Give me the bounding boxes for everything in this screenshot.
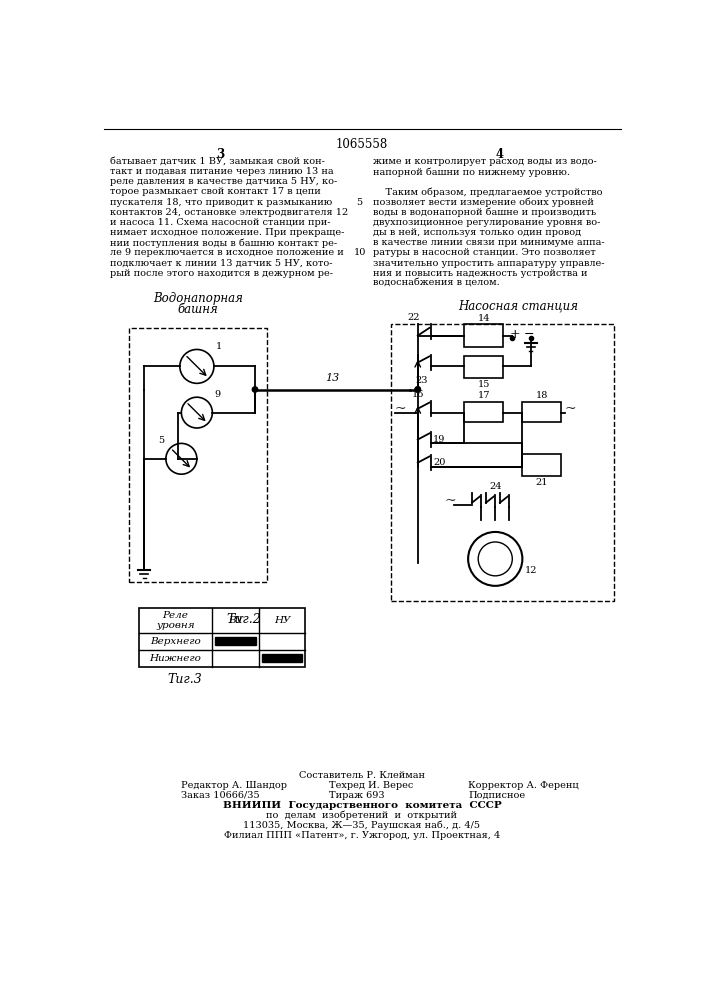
Text: 17: 17 bbox=[477, 391, 490, 400]
Text: в качестве линии связи при минимуме аппа-: в качестве линии связи при минимуме аппа… bbox=[373, 238, 604, 247]
Text: 12: 12 bbox=[525, 566, 537, 575]
Text: Редактор А. Шандор: Редактор А. Шандор bbox=[182, 781, 287, 790]
Text: нии поступления воды в башню контакт ре-: нии поступления воды в башню контакт ре- bbox=[110, 238, 337, 248]
Text: 10: 10 bbox=[354, 248, 366, 257]
Text: ратуры в насосной станции. Это позволяет: ратуры в насосной станции. Это позволяет bbox=[373, 248, 595, 257]
Text: 16: 16 bbox=[411, 390, 424, 399]
Text: рый после этого находится в дежурном ре-: рый после этого находится в дежурном ре- bbox=[110, 269, 333, 278]
Text: Нижнего: Нижнего bbox=[150, 654, 201, 663]
Text: Заказ 10666/35: Заказ 10666/35 bbox=[182, 791, 260, 800]
Text: Реле
уровня: Реле уровня bbox=[156, 611, 195, 630]
Text: 24: 24 bbox=[489, 482, 501, 491]
Text: 19: 19 bbox=[433, 435, 445, 444]
Text: такт и подавая питание через линию 13 на: такт и подавая питание через линию 13 на bbox=[110, 167, 334, 176]
Text: −: − bbox=[523, 328, 534, 341]
Text: ВНИИПИ  Государственного  комитета  СССР: ВНИИПИ Государственного комитета СССР bbox=[223, 801, 501, 810]
Text: пускателя 18, что приводит к размыканию: пускателя 18, что приводит к размыканию bbox=[110, 198, 332, 207]
Text: реле давления в качестве датчика 5 НУ, ко-: реле давления в качестве датчика 5 НУ, к… bbox=[110, 177, 337, 186]
Text: нимает исходное положение. При прекраще-: нимает исходное положение. При прекраще- bbox=[110, 228, 344, 237]
Text: Подписное: Подписное bbox=[468, 791, 525, 800]
Text: 14: 14 bbox=[477, 314, 490, 323]
Text: 21: 21 bbox=[535, 478, 548, 487]
Text: и насоса 11. Схема насосной станции при-: и насоса 11. Схема насосной станции при- bbox=[110, 218, 331, 227]
Text: Верхнего: Верхнего bbox=[150, 637, 201, 646]
Bar bbox=[464, 356, 503, 378]
Text: Техред И. Верес: Техред И. Верес bbox=[329, 781, 413, 790]
Text: Водонапорная: Водонапорная bbox=[153, 292, 243, 305]
Bar bbox=[522, 402, 561, 422]
Text: позволяет вести измерение обоих уровней: позволяет вести измерение обоих уровней bbox=[373, 198, 594, 207]
Text: 13: 13 bbox=[325, 373, 339, 383]
Text: Таким образом, предлагаемое устройство: Таким образом, предлагаемое устройство bbox=[373, 187, 602, 197]
Text: торое размыкает свой контакт 17 в цепи: торое размыкает свой контакт 17 в цепи bbox=[110, 187, 321, 196]
Text: ния и повысить надежность устройства и: ния и повысить надежность устройства и bbox=[373, 269, 588, 278]
Text: Филиал ППП «Патент», г. Ужгород, ул. Проектная, 4: Филиал ППП «Патент», г. Ужгород, ул. Про… bbox=[224, 831, 500, 840]
Text: ле 9 переключается в исходное положение и: ле 9 переключается в исходное положение … bbox=[110, 248, 344, 257]
Text: 5: 5 bbox=[356, 198, 363, 207]
Text: Насосная станция: Насосная станция bbox=[457, 300, 578, 312]
Text: 15: 15 bbox=[477, 380, 490, 389]
Bar bbox=[522, 454, 561, 476]
Bar bbox=[216, 637, 256, 645]
Text: НУ: НУ bbox=[274, 616, 291, 625]
Text: 18: 18 bbox=[536, 391, 548, 400]
Text: башня: башня bbox=[177, 303, 218, 316]
Text: ~: ~ bbox=[395, 402, 406, 416]
Text: Корректор А. Ференц: Корректор А. Ференц bbox=[468, 781, 579, 790]
Text: ВУ: ВУ bbox=[228, 616, 243, 625]
Bar bbox=[464, 402, 503, 422]
Bar bbox=[129, 328, 267, 582]
Text: воды в водонапорной башне и производить: воды в водонапорной башне и производить bbox=[373, 208, 596, 217]
Text: +: + bbox=[509, 328, 520, 341]
Text: Τиг.3: Τиг.3 bbox=[168, 673, 203, 686]
Text: подключает к линии 13 датчик 5 НУ, кото-: подключает к линии 13 датчик 5 НУ, кото- bbox=[110, 259, 332, 268]
Text: жиме и контролирует расход воды из водо-: жиме и контролирует расход воды из водо- bbox=[373, 157, 597, 166]
Bar bbox=[464, 324, 503, 347]
Bar bbox=[139, 608, 305, 667]
Circle shape bbox=[415, 387, 421, 392]
Text: 4: 4 bbox=[495, 148, 503, 161]
Text: 20: 20 bbox=[433, 458, 445, 467]
Text: 5: 5 bbox=[158, 436, 164, 445]
Text: водоснабжения в целом.: водоснабжения в целом. bbox=[373, 279, 500, 288]
Circle shape bbox=[415, 387, 421, 392]
Bar bbox=[391, 324, 614, 601]
Text: контактов 24, остановке электродвигателя 12: контактов 24, остановке электродвигателя… bbox=[110, 208, 349, 217]
Text: батывает датчик 1 ВУ, замыкая свой кон-: батывает датчик 1 ВУ, замыкая свой кон- bbox=[110, 157, 325, 166]
Text: 1065558: 1065558 bbox=[336, 138, 388, 151]
Text: напорной башни по нижнему уровню.: напорной башни по нижнему уровню. bbox=[373, 167, 570, 177]
Text: 9: 9 bbox=[214, 390, 220, 399]
Text: Тираж 693: Тираж 693 bbox=[329, 791, 384, 800]
Text: ~: ~ bbox=[445, 494, 457, 508]
Text: ды в ней, используя только один провод: ды в ней, используя только один провод bbox=[373, 228, 581, 237]
Text: значительно упростить аппаратуру управле-: значительно упростить аппаратуру управле… bbox=[373, 259, 604, 268]
Bar bbox=[262, 654, 303, 662]
Text: 23: 23 bbox=[416, 376, 428, 385]
Text: 113035, Москва, Ж—35, Раушская наб., д. 4/5: 113035, Москва, Ж—35, Раушская наб., д. … bbox=[243, 821, 481, 830]
Text: 22: 22 bbox=[408, 313, 420, 322]
Text: 1: 1 bbox=[216, 342, 222, 351]
Text: по  делам  изобретений  и  открытий: по делам изобретений и открытий bbox=[267, 811, 457, 820]
Text: Составитель Р. Клейман: Составитель Р. Клейман bbox=[299, 771, 425, 780]
Text: 3: 3 bbox=[216, 148, 224, 161]
Circle shape bbox=[252, 387, 258, 392]
Text: Τиг.2: Τиг.2 bbox=[226, 613, 261, 626]
Text: ~: ~ bbox=[565, 402, 577, 416]
Text: двухпозиционное регулирование уровня во-: двухпозиционное регулирование уровня во- bbox=[373, 218, 600, 227]
